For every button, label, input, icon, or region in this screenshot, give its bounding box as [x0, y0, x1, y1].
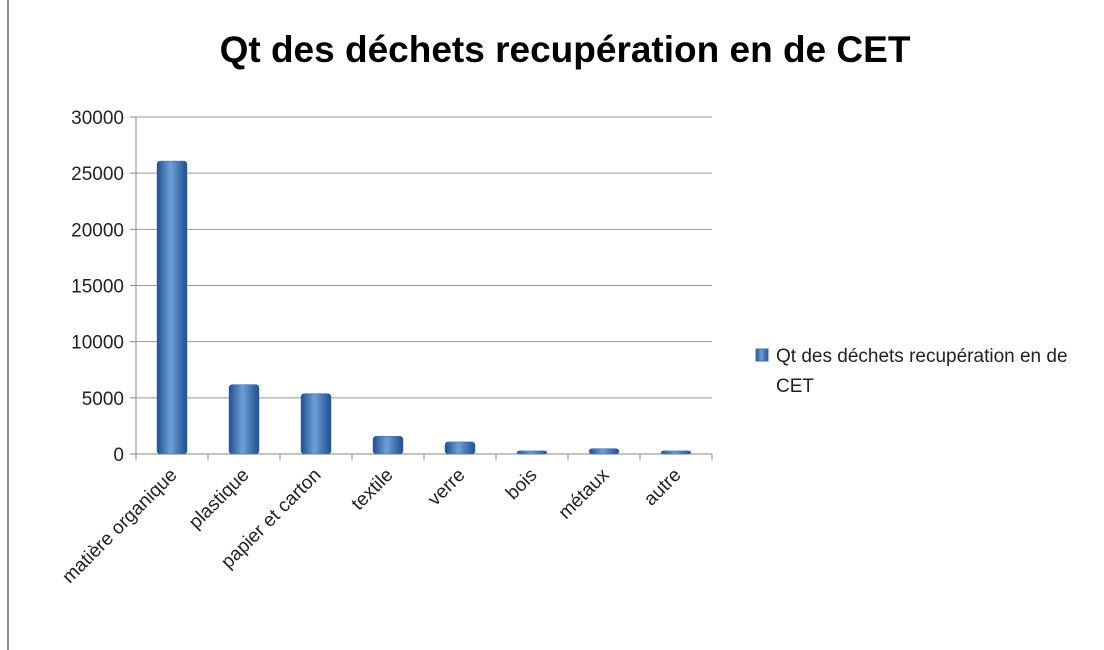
bar [300, 393, 332, 455]
y-tick-label: 0 [113, 445, 124, 466]
x-tick-label: bois [502, 465, 541, 504]
bar [228, 384, 260, 455]
y-tick-label: 5000 [82, 389, 124, 410]
chart-title: Qt des déchets recupération en de CET [220, 29, 911, 70]
x-tick-label: plastique [185, 465, 254, 534]
bar [156, 160, 188, 455]
x-tick-label: textile [348, 465, 398, 515]
x-tick-label: autre [640, 465, 685, 510]
y-tick-label: 20000 [71, 220, 124, 241]
legend-label: Qt des déchets recupération en de CET [776, 346, 1068, 397]
bar [588, 448, 620, 455]
bar [372, 436, 404, 455]
y-tick-label: 15000 [71, 277, 124, 298]
x-tick-label: matière organique [58, 465, 181, 588]
y-tick-label: 10000 [71, 333, 124, 354]
y-tick-label: 30000 [71, 108, 124, 129]
y-tick-label: 25000 [71, 164, 124, 185]
x-tick-label: métaux [555, 464, 614, 523]
x-tick-label: verre [424, 465, 469, 510]
bar [516, 450, 548, 455]
bar [660, 450, 692, 455]
bar [444, 441, 476, 455]
legend-marker [755, 348, 769, 362]
